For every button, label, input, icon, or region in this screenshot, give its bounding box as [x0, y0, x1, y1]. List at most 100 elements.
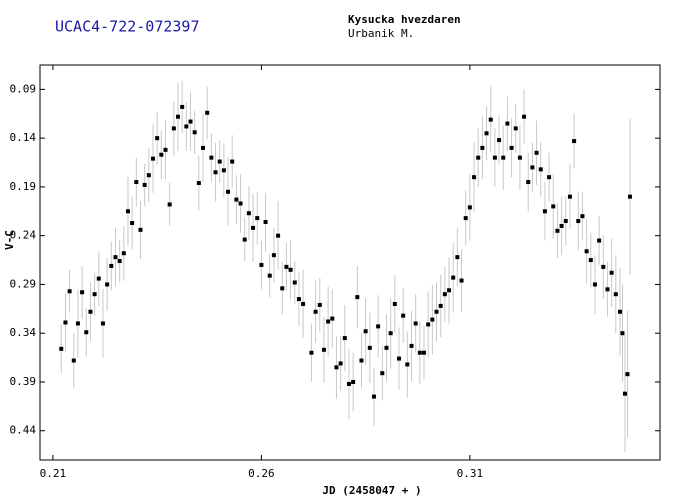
- data-point: [584, 249, 589, 254]
- data-point: [396, 356, 401, 361]
- data-point: [71, 358, 76, 363]
- data-point: [530, 165, 535, 170]
- data-point: [155, 136, 160, 141]
- data-point: [555, 228, 560, 233]
- data-point: [451, 275, 456, 280]
- data-point: [367, 345, 372, 350]
- data-point: [572, 139, 577, 144]
- data-point: [567, 194, 572, 199]
- data-point: [209, 155, 214, 160]
- data-point: [547, 175, 552, 180]
- data-point: [196, 181, 201, 186]
- data-point: [609, 270, 614, 275]
- data-point: [213, 170, 218, 175]
- data-point: [75, 321, 80, 326]
- data-point: [463, 216, 468, 221]
- data-point: [192, 130, 197, 135]
- data-point: [242, 237, 247, 242]
- data-point: [459, 278, 464, 283]
- data-point: [188, 119, 193, 124]
- data-point: [467, 205, 472, 210]
- data-point: [517, 155, 522, 160]
- data-point: [259, 262, 264, 267]
- data-point: [163, 147, 168, 152]
- data-point: [321, 347, 326, 352]
- data-point: [67, 289, 72, 294]
- data-point: [492, 155, 497, 160]
- data-point: [142, 182, 147, 187]
- data-point: [405, 362, 410, 367]
- data-point: [171, 126, 176, 131]
- y-axis-label: V-C: [3, 230, 16, 250]
- data-point: [472, 175, 477, 180]
- data-point: [363, 329, 368, 334]
- data-point: [342, 336, 347, 341]
- data-point: [597, 238, 602, 243]
- data-point: [113, 255, 118, 260]
- data-point: [417, 350, 422, 355]
- data-point: [434, 309, 439, 314]
- data-point: [59, 346, 64, 351]
- data-point: [238, 201, 243, 206]
- data-point: [84, 330, 89, 335]
- data-point: [388, 331, 393, 336]
- data-point: [180, 104, 185, 109]
- data-point: [92, 292, 97, 297]
- data-point: [80, 290, 85, 295]
- data-point: [330, 316, 335, 321]
- data-point: [592, 282, 597, 287]
- data-point: [588, 258, 593, 263]
- data-point: [442, 292, 447, 297]
- data-point: [497, 138, 502, 143]
- data-point: [376, 324, 381, 329]
- data-point: [176, 114, 181, 119]
- data-point: [130, 221, 135, 225]
- observer: Urbanik M.: [348, 27, 414, 40]
- data-point: [271, 253, 276, 258]
- data-point: [430, 317, 435, 322]
- data-point: [338, 361, 343, 366]
- data-point: [288, 267, 293, 272]
- x-axis-label: JD (2458047 + ): [322, 484, 421, 497]
- data-point: [159, 152, 164, 157]
- data-point: [351, 379, 356, 384]
- data-point: [422, 350, 427, 355]
- y-tick-label: 0.34: [10, 326, 37, 339]
- data-point: [542, 209, 547, 214]
- data-point: [334, 365, 339, 370]
- data-point: [538, 167, 543, 172]
- data-point: [413, 321, 418, 326]
- data-point: [276, 233, 281, 238]
- data-point: [121, 251, 126, 256]
- y-tick-label: 0.14: [10, 131, 37, 144]
- data-point: [201, 145, 206, 150]
- data-point: [438, 303, 443, 308]
- data-point: [100, 321, 105, 326]
- data-point: [105, 282, 110, 287]
- data-point: [234, 197, 239, 202]
- data-point: [513, 126, 518, 131]
- data-point: [117, 259, 122, 264]
- data-point: [217, 159, 222, 164]
- data-point: [576, 219, 581, 224]
- data-point: [346, 381, 351, 386]
- observatory: Kysucka hvezdaren: [348, 13, 461, 26]
- data-point: [617, 309, 622, 314]
- y-tick-label: 0.39: [10, 375, 37, 388]
- data-point: [605, 287, 610, 292]
- data-point: [255, 216, 260, 221]
- data-point: [563, 219, 568, 224]
- data-point: [625, 372, 630, 377]
- data-point: [447, 288, 452, 293]
- plot-frame: [39, 64, 661, 461]
- data-point: [526, 180, 531, 185]
- data-point: [313, 309, 318, 314]
- data-point: [301, 301, 306, 306]
- data-point: [580, 214, 585, 219]
- data-point: [109, 263, 114, 268]
- data-point: [138, 227, 143, 232]
- y-tick-label: 0.29: [10, 277, 37, 290]
- data-point: [522, 114, 527, 119]
- data-point: [488, 117, 493, 122]
- y-tick-label: 0.24: [10, 229, 37, 242]
